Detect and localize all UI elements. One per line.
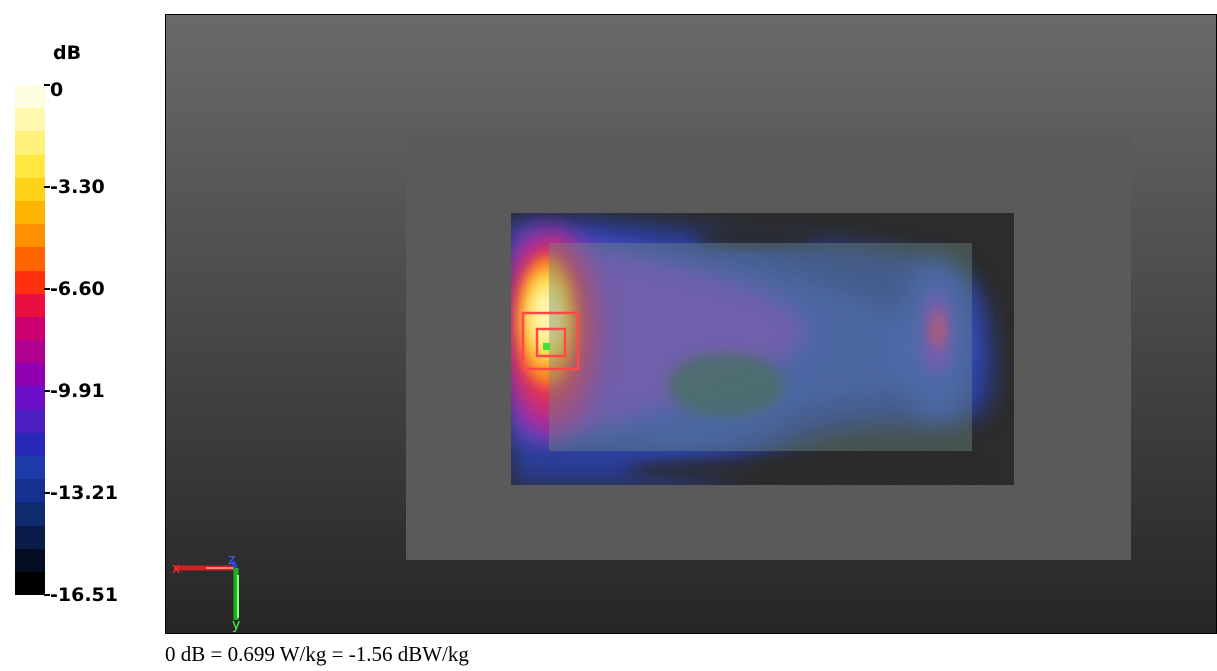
- zoom-scan-inner-box: [535, 327, 567, 358]
- zoom-scan-outer-box: [521, 311, 580, 371]
- field-hole-center: [668, 353, 784, 417]
- colorbar-swatch: [15, 154, 45, 178]
- colorbar-unit-label: dB: [53, 42, 82, 64]
- colorbar-swatch: [15, 316, 45, 341]
- reference-level-note: 0 dB = 0.699 W/kg = -1.56 dBW/kg: [165, 642, 469, 666]
- colorbar-tick-label: -6.60: [50, 277, 105, 300]
- colorbar-swatch: [15, 363, 45, 387]
- secondary-core: [930, 312, 946, 348]
- sar-heatmap-viewport: x y z: [165, 14, 1217, 634]
- colorbar-tick-mark: [44, 390, 50, 393]
- colorbar-gradient: [15, 85, 45, 596]
- zoom-scan-marker: [521, 311, 580, 371]
- axis-x-label: x: [172, 561, 180, 577]
- axis-y-label: y: [232, 617, 240, 633]
- colorbar-swatch: [15, 548, 45, 572]
- colorbar-swatch: [15, 200, 45, 225]
- heatmap-svg: x y z: [166, 15, 1216, 633]
- colorbar-swatch: [15, 177, 45, 201]
- colorbar-swatch: [15, 224, 45, 248]
- axes-triad: x y z: [172, 552, 240, 633]
- colorbar-swatch: [15, 293, 45, 317]
- peak-point: [543, 343, 550, 350]
- colorbar-tick-mark: [44, 84, 50, 86]
- colorbar-swatch: [15, 386, 45, 410]
- colorbar-tick-mark: [44, 287, 50, 290]
- colorbar-swatch: [15, 432, 45, 456]
- colorbar-swatch: [15, 571, 45, 596]
- colorbar-tick-label: -16.51: [50, 584, 118, 606]
- colorbar-tick-mark: [44, 594, 50, 596]
- colorbar-swatch: [15, 456, 45, 480]
- inner-panel: [549, 243, 972, 451]
- colorbar-swatch: [15, 247, 45, 271]
- colorbar-swatch: [15, 340, 45, 364]
- colorbar-tick-mark: [44, 185, 50, 188]
- colorbar-swatch: [15, 479, 45, 503]
- colorbar-swatch: [15, 85, 45, 109]
- colorbar-legend: dB 0 -3.30 -6.60 -9.91 -13.21 -16.51: [0, 0, 165, 640]
- field-hole-top: [696, 227, 816, 247]
- colorbar-tick-label: -3.30: [50, 175, 105, 198]
- colorbar-tick-label: -13.21: [50, 482, 118, 505]
- colorbar-swatch: [15, 108, 45, 132]
- colorbar-swatch: [15, 525, 45, 549]
- colorbar-swatch: [15, 131, 45, 155]
- field-distribution: [511, 217, 994, 485]
- axis-z-label: z: [228, 552, 235, 568]
- colorbar-tick-mark: [44, 492, 50, 495]
- colorbar-swatch: [15, 270, 45, 294]
- colorbar-tick-label: 0: [50, 79, 64, 101]
- hotspot-core: [532, 289, 560, 345]
- colorbar-swatch: [15, 409, 45, 433]
- colorbar-swatch: [15, 502, 45, 526]
- field-hole-bottom: [626, 456, 986, 484]
- colorbar-tick-label: -9.91: [50, 380, 105, 403]
